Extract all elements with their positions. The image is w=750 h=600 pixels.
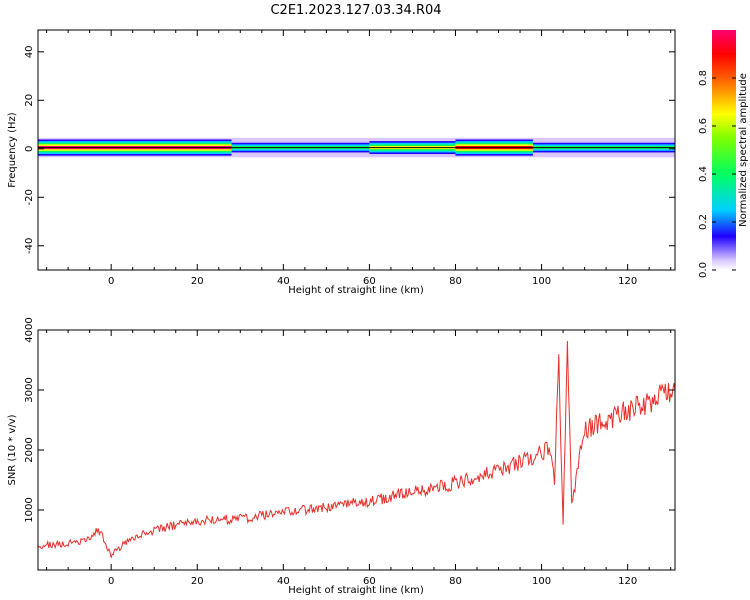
spectrogram-xlabel: Height of straight line (km): [288, 285, 424, 296]
snr-xtick-label: 120: [618, 576, 637, 587]
spectrogram-ytick-label: -40: [24, 238, 35, 254]
colorbar-label: Normalized spectral amplitude: [738, 73, 749, 227]
spectrogram-ytick-label: 40: [24, 45, 35, 58]
colorbar: 0.0 0.2 0.4 0.6 0.8 Normalized spectral ampl…: [698, 30, 749, 278]
spectrogram-ytick-label: 20: [24, 94, 35, 107]
spectrogram-xtick-label: 40: [277, 276, 290, 287]
spectrogram-ytick-label: 0: [24, 146, 35, 152]
snr-series-line: [37, 340, 676, 558]
spectrogram-xtick-label: 60: [363, 276, 376, 287]
snr-ytick-label: 2000: [24, 437, 35, 462]
colorbar-tick-label: 0.2: [698, 214, 709, 230]
colorbar-tick-label: 0.0: [698, 262, 709, 278]
spectrogram-ylabel: Frequency (Hz): [7, 112, 18, 188]
snr-ylabel: SNR (10 * v/v): [7, 414, 18, 485]
snr-ytick-label: 3000: [24, 377, 35, 402]
spectrogram-xtick-label: 100: [532, 276, 551, 287]
colorbar-tick-label: 0.6: [698, 118, 709, 134]
spectrogram-panel: 0 20 40 60 80 100 120 -40 -20 0 20 40 Height of st…: [7, 29, 676, 296]
snr-xtick-label: 80: [449, 576, 462, 587]
snr-ytick-label: 1000: [24, 497, 35, 522]
spectrogram-ytick-label: -20: [24, 189, 35, 205]
colorbar-tick-label: 0.4: [698, 166, 709, 182]
snr-xtick-label: 40: [277, 576, 290, 587]
spectrogram-xtick-label: 20: [191, 276, 204, 287]
colorbar-gradient: [712, 30, 736, 270]
spectrogram-xtick-label: 0: [108, 276, 114, 287]
snr-ytick-label: 4000: [24, 317, 35, 342]
snr-xlabel: Height of straight line (km): [288, 585, 424, 596]
spectrogram-xtick-label: 120: [618, 276, 637, 287]
chart-title: C2E1.2023.127.03.34.R04: [270, 3, 441, 18]
spectrogram-xtick-label: 80: [449, 276, 462, 287]
snr-xtick-label: 60: [363, 576, 376, 587]
colorbar-tick-label: 0.8: [698, 70, 709, 86]
snr-xtick-label: 100: [532, 576, 551, 587]
snr-xtick-label: 20: [191, 576, 204, 587]
snr-panel: 0 20 40 60 80 100 120 1000 2000 3000 4000 Height …: [7, 317, 676, 596]
spectrogram-frame: [37, 29, 676, 271]
snr-xtick-label: 0: [108, 576, 114, 587]
